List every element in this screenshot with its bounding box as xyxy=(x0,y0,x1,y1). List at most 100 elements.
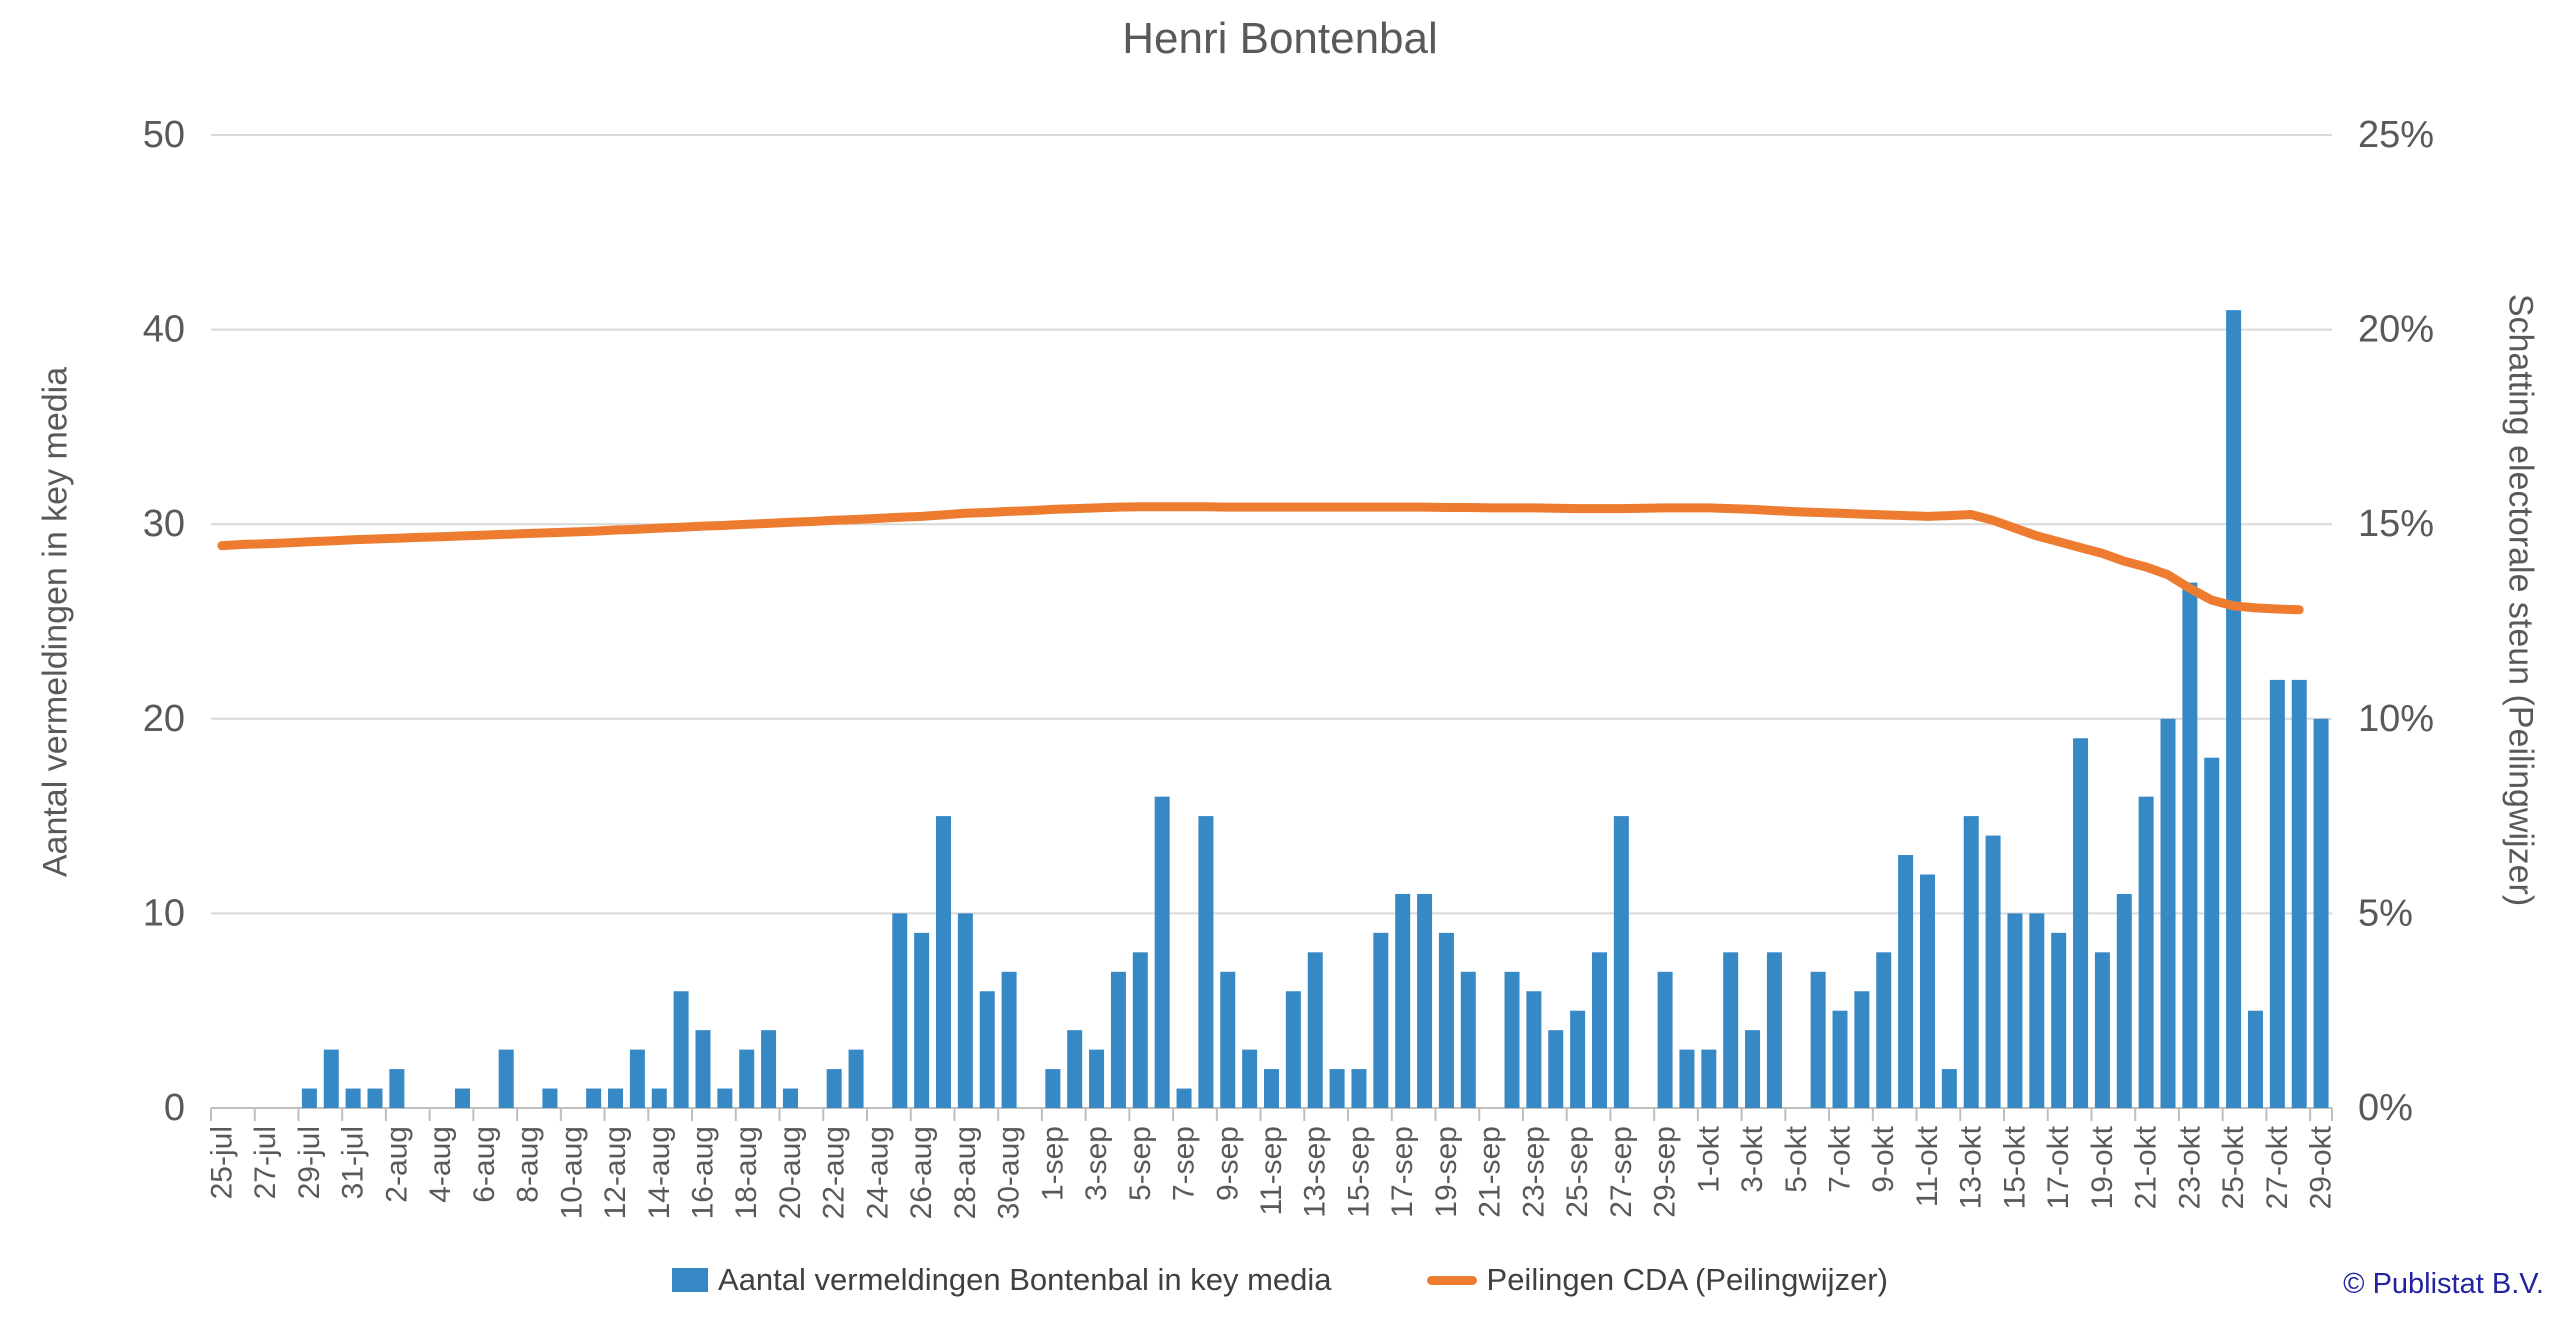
right-axis-tick-label: 20% xyxy=(2358,309,2434,351)
left-axis-tick-label: 30 xyxy=(143,503,185,545)
x-axis-date-label: 26-aug xyxy=(905,1126,938,1219)
bar xyxy=(1001,971,1017,1108)
bar xyxy=(1220,971,1236,1108)
x-axis-date-label: 5-sep xyxy=(1124,1126,1157,1201)
x-axis-date-label: 14-aug xyxy=(643,1126,676,1219)
x-axis-date-label: 29-sep xyxy=(1649,1126,1682,1218)
x-axis-date-label: 3-okt xyxy=(1736,1125,1769,1192)
bar xyxy=(1723,952,1739,1108)
bar xyxy=(1701,1049,1717,1108)
x-axis-date-label: 8-aug xyxy=(512,1126,545,1203)
bar xyxy=(2313,718,2329,1108)
x-axis-date-label: 15-okt xyxy=(1998,1125,2031,1209)
x-axis-date-label: 1-okt xyxy=(1692,1125,1725,1192)
bar xyxy=(1570,1010,1586,1108)
bar xyxy=(1898,855,1914,1108)
bar xyxy=(1198,816,1214,1108)
left-axis-tick-label: 20 xyxy=(143,698,185,740)
bar xyxy=(1132,952,1148,1108)
bar xyxy=(608,1088,624,1108)
x-axis-date-label: 5-okt xyxy=(1780,1125,1813,1192)
bar xyxy=(2182,582,2198,1108)
legend-item-bars: Aantal vermeldingen Bontenbal in key med… xyxy=(672,1262,1332,1298)
bar xyxy=(695,1030,711,1108)
x-axis-date-label: 16-aug xyxy=(686,1126,719,1219)
bar xyxy=(1395,893,1411,1108)
bar xyxy=(914,932,930,1108)
bar xyxy=(2138,796,2154,1108)
bar-series xyxy=(301,310,2329,1108)
x-axis-date-label: 17-sep xyxy=(1386,1126,1419,1218)
bar xyxy=(586,1088,602,1108)
bar xyxy=(1919,874,1935,1108)
bar xyxy=(761,1030,777,1108)
x-axis-date-label: 17-okt xyxy=(2042,1125,2075,1209)
bar xyxy=(1504,971,1520,1108)
x-axis-date-label: 25-okt xyxy=(2217,1125,2250,1209)
right-axis-tick-label: 10% xyxy=(2358,698,2434,740)
bar xyxy=(1460,971,1476,1108)
x-axis-date-label: 23-sep xyxy=(1517,1126,1550,1218)
bar xyxy=(979,991,995,1108)
right-axis-tick-label: 5% xyxy=(2358,892,2413,934)
x-axis-date-label: 27-okt xyxy=(2261,1125,2294,1209)
bar xyxy=(1176,1088,1192,1108)
bar xyxy=(323,1049,339,1108)
bar xyxy=(717,1088,733,1108)
x-axis-date-label: 25-jul xyxy=(205,1126,238,1199)
bar xyxy=(1329,1069,1345,1108)
x-axis-date-label: 22-aug xyxy=(818,1126,851,1219)
bar xyxy=(826,1069,842,1108)
bar xyxy=(1657,971,1673,1108)
bar xyxy=(1548,1030,1564,1108)
bar xyxy=(2029,913,2045,1108)
page-title: Henri Bontenbal xyxy=(1122,14,1438,63)
x-axis-date-label: 31-jul xyxy=(337,1126,370,1199)
x-axis xyxy=(210,1107,2333,1121)
x-axis-date-label: 23-okt xyxy=(2173,1125,2206,1209)
bar xyxy=(2291,679,2307,1108)
bar xyxy=(651,1088,667,1108)
bar xyxy=(1351,1069,1367,1108)
legend: Aantal vermeldingen Bontenbal in key med… xyxy=(0,1262,2560,1298)
bar xyxy=(2204,757,2220,1108)
bar xyxy=(2094,952,2110,1108)
x-axis-date-label: 19-sep xyxy=(1430,1126,1463,1218)
bar xyxy=(454,1088,470,1108)
bar xyxy=(1963,816,1979,1108)
bar xyxy=(1591,952,1607,1108)
x-axis-date-label: 19-okt xyxy=(2086,1125,2119,1209)
bar xyxy=(2160,718,2176,1108)
bar xyxy=(1110,971,1126,1108)
bar xyxy=(1373,932,1389,1108)
x-axis-date-label: 21-okt xyxy=(2130,1125,2163,1209)
bar xyxy=(1438,932,1454,1108)
bar xyxy=(2226,310,2242,1108)
bar xyxy=(2269,679,2285,1108)
right-axis-tick-label: 0% xyxy=(2358,1087,2413,1129)
bar xyxy=(1242,1049,1258,1108)
bar xyxy=(1854,991,1870,1108)
bar xyxy=(1941,1069,1957,1108)
line-series-swatch-icon xyxy=(1426,1275,1477,1285)
x-axis-date-label: 21-sep xyxy=(1474,1126,1507,1218)
x-axis-date-label: 15-sep xyxy=(1342,1126,1375,1218)
x-axis-date-label: 7-sep xyxy=(1168,1126,1201,1201)
x-axis-date-label: 25-sep xyxy=(1561,1126,1594,1218)
bar-series-swatch-icon xyxy=(672,1268,709,1292)
bar xyxy=(2116,893,2132,1108)
bar xyxy=(936,816,952,1108)
bar xyxy=(739,1049,755,1108)
bar xyxy=(1264,1069,1279,1108)
bar xyxy=(1679,1049,1695,1108)
x-axis-date-label: 3-sep xyxy=(1080,1126,1113,1201)
left-axis-title: Aantal vermeldingen in key media xyxy=(36,366,75,878)
x-axis-date-label: 29-jul xyxy=(293,1126,326,1199)
bar xyxy=(957,913,973,1108)
x-axis-date-label: 30-aug xyxy=(993,1126,1026,1219)
bar xyxy=(498,1049,514,1108)
legend-item-line: Peilingen CDA (Peilingwijzer) xyxy=(1426,1262,1888,1298)
bar xyxy=(1307,952,1323,1108)
x-axis-date-label: 7-okt xyxy=(1824,1125,1857,1192)
